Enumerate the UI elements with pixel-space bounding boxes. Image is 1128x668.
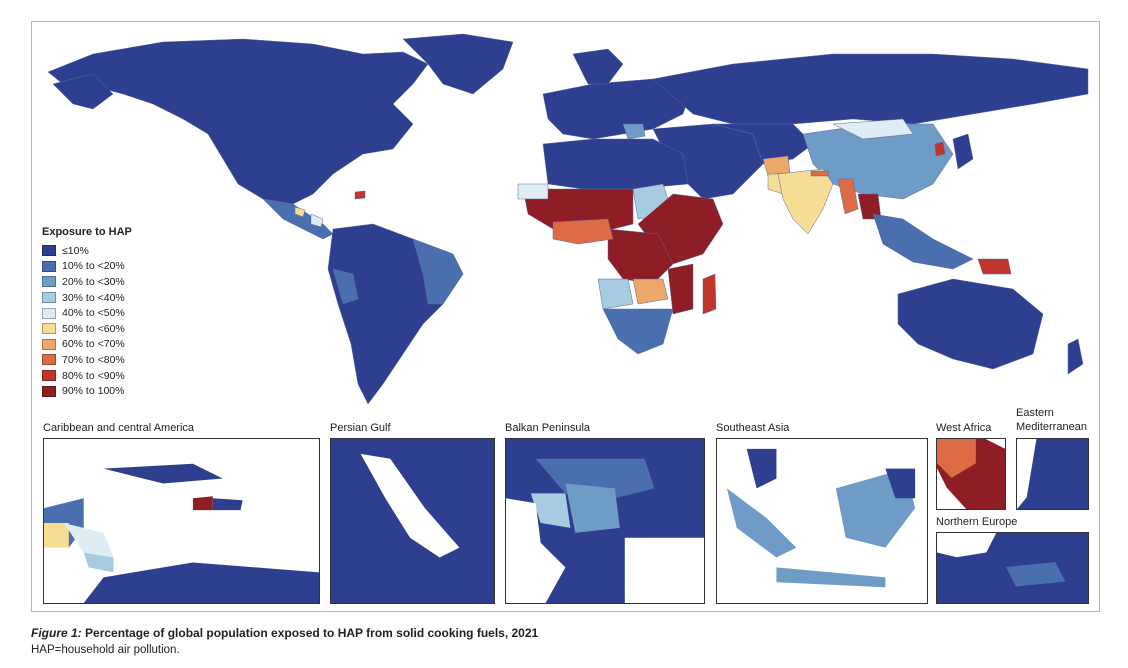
- png-region: [977, 258, 1012, 275]
- legend-row: ≤10%: [42, 243, 132, 259]
- inset-northern-europe: [936, 532, 1089, 604]
- central-asia-region: [712, 123, 814, 165]
- southeast-asia-region: [872, 213, 974, 270]
- legend-label: ≤10%: [62, 244, 89, 257]
- brazil-east-region: [412, 238, 464, 305]
- legend-row: 30% to <40%: [42, 290, 132, 306]
- haiti-region: [354, 190, 366, 200]
- legend-swatch: [42, 323, 56, 335]
- inset-persian-gulf: [330, 438, 495, 604]
- legend-row: 50% to <60%: [42, 321, 132, 337]
- greenland-region: [402, 33, 514, 95]
- legend-label: 40% to <50%: [62, 307, 125, 320]
- peru-region: [332, 268, 359, 305]
- scandinavia-region: [572, 48, 624, 85]
- legend-label: 30% to <40%: [62, 291, 125, 304]
- world-map: [47, 33, 1089, 405]
- russia-region: [652, 53, 1089, 125]
- nicaragua-region: [310, 213, 324, 228]
- senegal-region: [517, 183, 549, 200]
- legend-swatch: [42, 245, 56, 257]
- legend-swatch: [42, 276, 56, 288]
- inset-eastern-mediterranean: [1016, 438, 1089, 510]
- north-korea-region: [934, 141, 946, 157]
- north-africa-region: [542, 138, 689, 190]
- legend-row: 80% to <90%: [42, 368, 132, 384]
- inset-label-southeast-asia: Southeast Asia: [716, 422, 790, 434]
- legend-swatch: [42, 385, 56, 397]
- legend-swatch: [42, 338, 56, 350]
- legend-swatch: [42, 260, 56, 272]
- legend: Exposure to HAP ≤10% 10% to <20% 20% to <3…: [42, 226, 132, 399]
- legend-row: 20% to <30%: [42, 274, 132, 290]
- legend-row: 40% to <50%: [42, 305, 132, 321]
- inset-caribbean: [43, 438, 320, 604]
- legend-label: 80% to <90%: [62, 369, 125, 382]
- inset-balkan: [505, 438, 705, 604]
- nepal-region: [810, 170, 830, 177]
- inset-southeast-asia: [716, 438, 928, 604]
- madagascar-region: [702, 273, 717, 315]
- myanmar-region: [837, 178, 859, 215]
- legend-row: 90% to 100%: [42, 383, 132, 399]
- inset-label-eastern-mediterranean: Eastern Mediterranean: [1016, 407, 1087, 433]
- legend-swatch: [42, 292, 56, 304]
- legend-label: 90% to 100%: [62, 385, 125, 398]
- legend-label: 70% to <80%: [62, 353, 125, 366]
- inset-label-caribbean: Caribbean and central America: [43, 422, 195, 434]
- figure-caption: Figure 1: Percentage of global populatio…: [31, 626, 538, 640]
- mongolia-region: [832, 118, 914, 140]
- zambia-region: [632, 278, 669, 305]
- alaska-region: [52, 73, 114, 110]
- angola-region: [597, 278, 634, 310]
- legend-label: 20% to <30%: [62, 275, 125, 288]
- india-region: [777, 168, 834, 235]
- new-zealand-region: [1067, 338, 1084, 375]
- figure-frame: [31, 21, 1100, 612]
- legend-row: 70% to <80%: [42, 352, 132, 368]
- inset-west-africa: [936, 438, 1006, 510]
- north-america-region: [47, 38, 429, 205]
- legend-label: 10% to <20%: [62, 260, 125, 273]
- inset-label-balkan: Balkan Peninsula: [505, 422, 591, 434]
- figure-title: Percentage of global population exposed …: [85, 626, 539, 640]
- mozambique-region: [667, 263, 694, 315]
- japan-region: [952, 133, 974, 170]
- inset-label-persian-gulf: Persian Gulf: [330, 422, 391, 434]
- legend-label: 60% to <70%: [62, 338, 125, 351]
- legend-title: Exposure to HAP: [42, 226, 132, 238]
- legend-row: 60% to <70%: [42, 337, 132, 353]
- australia-region: [897, 278, 1044, 370]
- ghana-nigeria-region: [552, 218, 614, 245]
- guatemala-region: [294, 206, 306, 218]
- balkan-region: [622, 123, 646, 140]
- figure-note: HAP=household air pollution.: [31, 644, 180, 656]
- legend-row: 10% to <20%: [42, 259, 132, 275]
- inset-label-northern-europe: Northern Europe: [936, 516, 1018, 528]
- legend-label: 50% to <60%: [62, 322, 125, 335]
- legend-swatch: [42, 354, 56, 366]
- southern-africa-region: [602, 308, 674, 355]
- legend-swatch: [42, 307, 56, 319]
- legend-swatch: [42, 370, 56, 382]
- figure-label: Figure 1:: [31, 626, 82, 640]
- inset-label-west-africa: West Africa: [936, 422, 992, 434]
